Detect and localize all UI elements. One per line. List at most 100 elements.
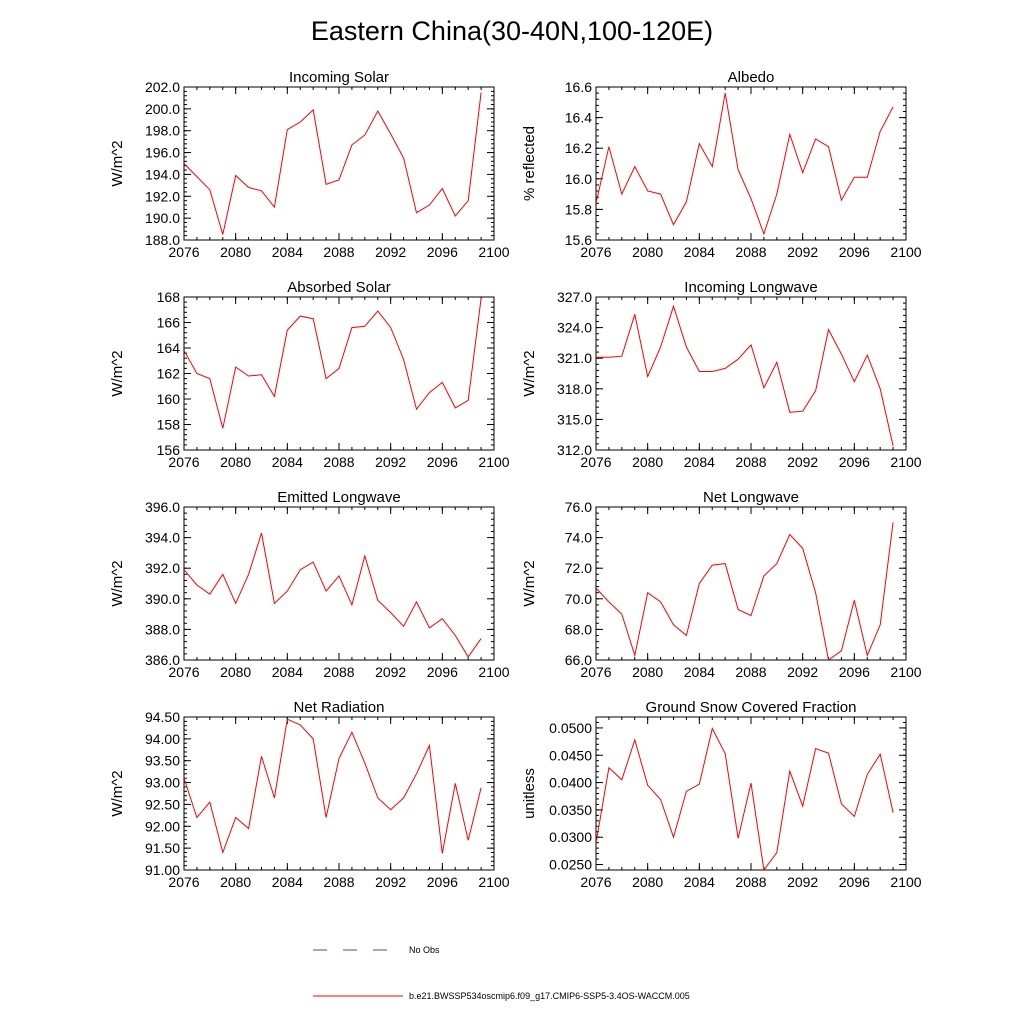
y-tick-label: 72.0	[565, 560, 592, 576]
y-axis-label: W/m^2	[521, 560, 538, 606]
y-tick-label: 91.00	[145, 862, 180, 878]
panel-absorbed-solar: Absorbed Solar W/m^2 2076 2080 2084 2088 2092 2…	[109, 279, 510, 470]
y-axis-label: W/m^2	[521, 350, 538, 396]
x-tick-label: 2088	[735, 874, 766, 890]
x-tick-label: 2076	[168, 664, 199, 680]
x-tick-label: 2100	[890, 664, 921, 680]
y-tick-label: 0.0250	[549, 857, 592, 873]
y-tick-label: 0.0350	[549, 802, 592, 818]
y-tick-label: 196.0	[145, 145, 180, 161]
x-tick-label: 2096	[839, 874, 870, 890]
x-tick-label: 2076	[580, 664, 611, 680]
panel-ground-snow-covered-fraction: Ground Snow Covered Fraction unitless 2076…	[521, 699, 922, 890]
x-tick-label: 2096	[839, 244, 870, 260]
main-title: Eastern China(30-40N,100-120E)	[311, 16, 713, 46]
panel-net-radiation: Net Radiation W/m^2 2076 2080 2084 2088 2092 20…	[109, 699, 510, 890]
plot-frame	[595, 296, 907, 451]
y-tick-label: 188.0	[145, 232, 180, 248]
x-tick-label: 2088	[323, 874, 354, 890]
y-tick-label: 92.50	[145, 796, 180, 812]
series-line-emitted-longwave	[184, 532, 482, 658]
y-tick-label: 202.0	[145, 79, 180, 95]
x-tick-label: 2088	[323, 244, 354, 260]
series-line-albedo	[596, 93, 894, 236]
x-tick-label: 2080	[220, 874, 251, 890]
x-tick-label: 2100	[478, 874, 509, 890]
x-tick-label: 2092	[375, 664, 406, 680]
y-tick-label: 158	[157, 417, 181, 433]
x-tick-label: 2088	[323, 454, 354, 470]
x-tick-label: 2084	[272, 454, 303, 470]
x-tick-label: 2092	[787, 244, 818, 260]
legend-model-label: b.e21.BWSSP534oscmip6.f09_g17.CMIP6-SSP5…	[409, 991, 690, 1001]
y-tick-label: 92.00	[145, 818, 180, 834]
y-tick-label: 190.0	[145, 210, 180, 226]
x-tick-label: 2076	[580, 244, 611, 260]
x-tick-label: 2096	[427, 244, 458, 260]
y-tick-label: 166	[157, 315, 181, 331]
x-tick-label: 2092	[787, 454, 818, 470]
y-tick-label: 156	[157, 442, 181, 458]
y-axis-label: unitless	[521, 768, 538, 819]
x-tick-label: 2080	[220, 664, 251, 680]
series-line-net-radiation	[184, 718, 482, 855]
x-tick-label: 2084	[684, 244, 715, 260]
x-tick-label: 2100	[478, 244, 509, 260]
x-tick-label: 2080	[632, 454, 663, 470]
x-tick-label: 2076	[580, 454, 611, 470]
panel-title: Albedo	[728, 69, 775, 86]
x-tick-label: 2096	[427, 664, 458, 680]
x-tick-label: 2088	[735, 454, 766, 470]
x-tick-label: 2096	[427, 874, 458, 890]
y-tick-label: 168	[157, 289, 181, 305]
series-line-incoming-longwave	[596, 304, 894, 447]
y-axis-label: % reflected	[521, 126, 538, 201]
x-tick-label: 2080	[632, 874, 663, 890]
y-tick-label: 318.0	[557, 381, 592, 397]
y-tick-label: 312.0	[557, 442, 592, 458]
y-tick-label: 200.0	[145, 101, 180, 117]
y-tick-label: 164	[157, 340, 181, 356]
y-tick-label: 68.0	[565, 621, 592, 637]
y-tick-label: 388.0	[145, 621, 180, 637]
y-tick-label: 91.50	[145, 840, 180, 856]
plot-frame	[595, 506, 907, 661]
x-tick-label: 2076	[168, 454, 199, 470]
x-tick-label: 2092	[787, 874, 818, 890]
plot-frame	[183, 296, 495, 451]
plot-frame	[183, 86, 495, 241]
x-tick-label: 2092	[375, 874, 406, 890]
panel-incoming-longwave: Incoming Longwave W/m^2 2076 2080 2084 2088 20…	[521, 279, 922, 470]
series-line-ground-snow-covered-fraction	[596, 727, 894, 870]
plot-frame	[595, 716, 907, 871]
x-tick-label: 2088	[735, 664, 766, 680]
x-tick-label: 2084	[684, 664, 715, 680]
y-tick-label: 76.0	[565, 499, 592, 515]
y-tick-label: 70.0	[565, 591, 592, 607]
x-tick-label: 2076	[580, 874, 611, 890]
x-tick-label: 2100	[890, 244, 921, 260]
panel-title: Net Radiation	[294, 699, 385, 716]
y-tick-label: 66.0	[565, 652, 592, 668]
y-tick-label: 396.0	[145, 499, 180, 515]
plot-frame	[183, 506, 495, 661]
x-tick-label: 2076	[168, 244, 199, 260]
y-tick-label: 0.0400	[549, 775, 592, 791]
plot-frame	[595, 86, 907, 241]
x-tick-label: 2088	[323, 664, 354, 680]
y-tick-label: 192.0	[145, 188, 180, 204]
y-tick-label: 386.0	[145, 652, 180, 668]
y-tick-label: 194.0	[145, 166, 180, 182]
y-tick-label: 0.0500	[549, 720, 592, 736]
x-tick-label: 2100	[890, 454, 921, 470]
y-axis-label: W/m^2	[109, 560, 126, 606]
y-tick-label: 16.0	[565, 171, 592, 187]
x-tick-label: 2088	[735, 244, 766, 260]
y-tick-label: 15.8	[565, 201, 592, 217]
x-tick-label: 2080	[632, 664, 663, 680]
x-tick-label: 2080	[632, 244, 663, 260]
x-tick-label: 2084	[272, 664, 303, 680]
y-tick-label: 327.0	[557, 289, 592, 305]
y-tick-label: 315.0	[557, 411, 592, 427]
